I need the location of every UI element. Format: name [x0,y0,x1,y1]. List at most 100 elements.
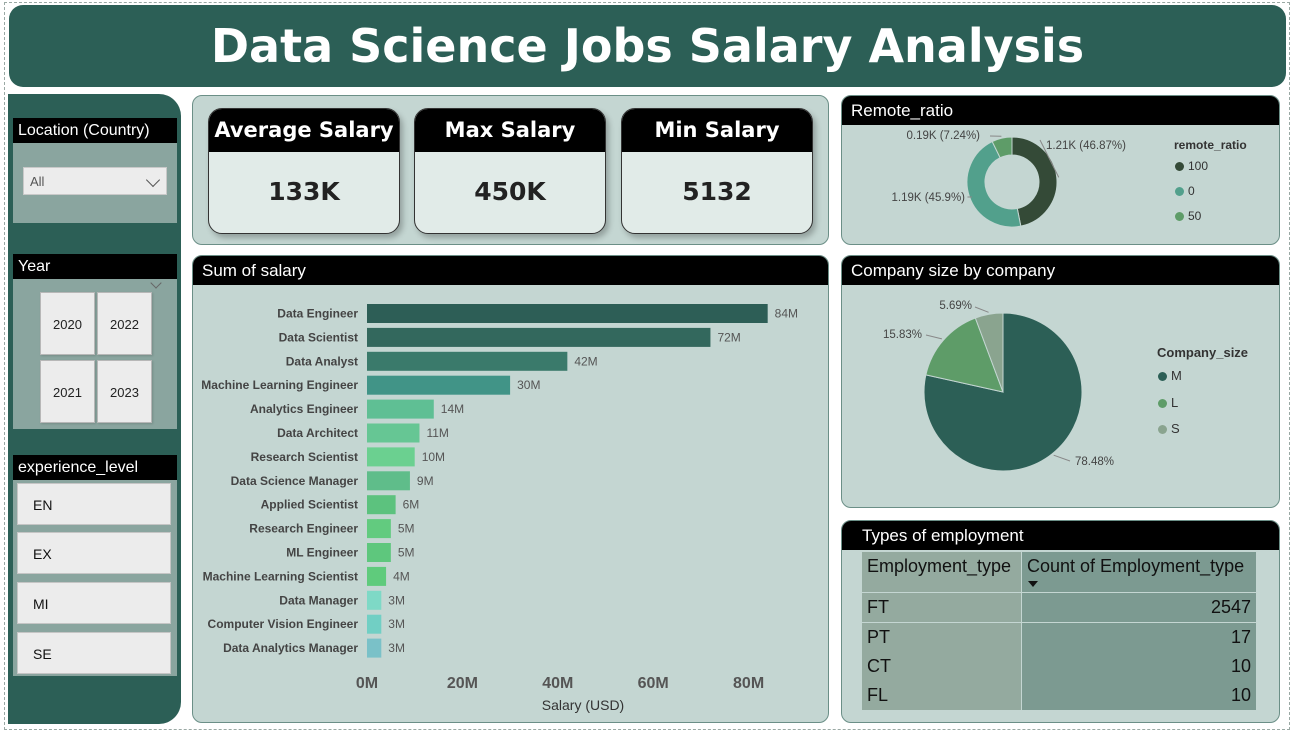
bar [367,351,568,371]
kpi-value: 5132 [682,177,752,206]
bar-value-label: 14M [441,402,464,416]
bar [367,399,434,419]
column-header-employment-type[interactable]: Employment_type [862,552,1021,592]
pie-slice [925,317,1004,393]
bar [367,447,415,467]
bar [367,590,382,610]
company-size-legend-title: Company_size [1157,345,1249,360]
legend-item-l[interactable]: L [1158,395,1178,410]
bar [367,519,391,539]
bar-value-label: 42M [574,354,597,368]
table-cell: 10 [1022,681,1256,710]
leader-line [1039,139,1060,178]
legend-label: 100 [1188,159,1209,173]
legend-dot [1175,187,1184,196]
remote-ratio-donut-chart: 1.21K (46.87%) 1.19K (45.9%) 0.19K (7.24%) [891,130,1126,228]
bar-category-label: Data Science Manager [231,474,359,488]
year-option-2021[interactable]: 2021 [40,360,95,423]
legend-item-0[interactable]: 0 [1175,184,1195,198]
legend-label: 50 [1188,209,1202,223]
chevron-down-icon [145,172,161,188]
legend-dot [1158,399,1167,408]
bar [367,638,382,658]
bar-category-label: Computer Vision Engineer [208,617,359,631]
slice-label: 15.83% [883,329,922,341]
kpi-value: 133K [268,177,340,206]
bar-category-label: ML Engineer [286,546,358,560]
title-banner: Data Science Jobs Salary Analysis [9,5,1286,87]
location-dropdown-value: All [30,174,45,189]
experience-option-mi[interactable]: MI [17,582,171,624]
x-tick-label: 20M [447,675,478,692]
table-cell: FL [862,681,1021,710]
year-slicer [13,279,177,429]
year-option-2020[interactable]: 2020 [40,292,95,355]
legend-dot [1158,372,1167,381]
experience-option-en[interactable]: EN [17,483,171,525]
year-option-2022[interactable]: 2022 [97,292,152,355]
bar-value-label: 9M [417,474,434,488]
employment-types-title: Types of employment [842,521,1279,550]
column-header-count[interactable]: Count of Employment_type [1022,552,1256,592]
legend-item-100[interactable]: 100 [1175,159,1208,173]
table-cell: 10 [1022,652,1256,681]
table-row: FL 10 [862,681,1256,710]
slice-label: 5.69% [939,300,972,312]
slice-label: 1.19K (45.9%) [891,192,965,204]
pie-slice [966,140,1022,228]
experience-option-ex[interactable]: EX [17,532,171,574]
bar-value-label: 10M [422,450,445,464]
table-cell: 2547 [1022,593,1256,622]
kpi-value: 450K [474,177,546,206]
salary-bar-chart: Data Engineer 84M Data Scientist 72M Data An… [201,304,798,713]
table-cell: CT [862,652,1021,681]
kpi-label: Average Salary [209,109,399,152]
bar-category-label: Data Architect [277,426,358,440]
kpi-min-salary: Min Salary 5132 [621,108,813,234]
company-size-panel: Company size by company 78.48% 15.83% 5.69… [841,255,1280,508]
year-option-2023[interactable]: 2023 [97,360,152,423]
kpi-max-salary: Max Salary 450K [414,108,606,234]
bar [367,566,387,586]
bar-category-label: Data Analytics Manager [223,641,358,655]
experience-option-se[interactable]: SE [17,632,171,674]
bar-category-label: Applied Scientist [261,498,358,512]
company-size-title: Company size by company [842,256,1279,285]
table-cell: FT [862,593,1021,622]
location-slicer-title: Location (Country) [13,118,177,143]
table-row: FT 2547 [862,593,1256,622]
bar [367,543,391,562]
x-tick-label: 40M [542,675,573,692]
x-tick-label: 80M [733,675,764,692]
x-tick-label: 0M [356,675,378,692]
legend-dot [1175,212,1184,221]
dashboard-frame [4,2,1290,730]
legend-item-50[interactable]: 50 [1175,209,1201,223]
table-header-row: Employment_type Count of Employment_type [862,552,1256,592]
bar-value-label: 3M [388,617,405,631]
legend-item-m[interactable]: M [1158,368,1182,383]
bar [367,327,711,347]
bar-category-label: Research Engineer [249,522,358,536]
pie-slice [991,136,1013,159]
bar [367,375,511,395]
legend-item-s[interactable]: S [1158,421,1180,436]
legend-label: S [1171,421,1180,436]
salary-chart-title: Sum of salary [193,256,828,285]
x-axis-title: Salary (USD) [542,697,624,713]
bar-category-label: Data Manager [279,593,358,607]
table-cell: 17 [1022,623,1256,652]
bar [367,495,396,515]
company-size-pie-chart: 78.48% 15.83% 5.69% [883,300,1114,472]
remote-ratio-panel: Remote_ratio 1.21K (46.87%) 1.19K (45.9%)… [841,95,1280,245]
sort-desc-icon[interactable] [1028,581,1038,587]
bar-category-label: Data Analyst [286,354,358,368]
experience-slicer-title: experience_level [13,455,177,480]
location-dropdown[interactable]: All [23,167,167,195]
bar-value-label: 4M [393,569,410,583]
legend-dot [1175,162,1184,171]
legend-label: M [1171,368,1182,383]
bar [367,471,410,491]
bar-value-label: 11M [426,426,448,440]
salary-bar-chart-panel: Sum of salary Data Engineer 84M Data Scien… [192,255,829,723]
